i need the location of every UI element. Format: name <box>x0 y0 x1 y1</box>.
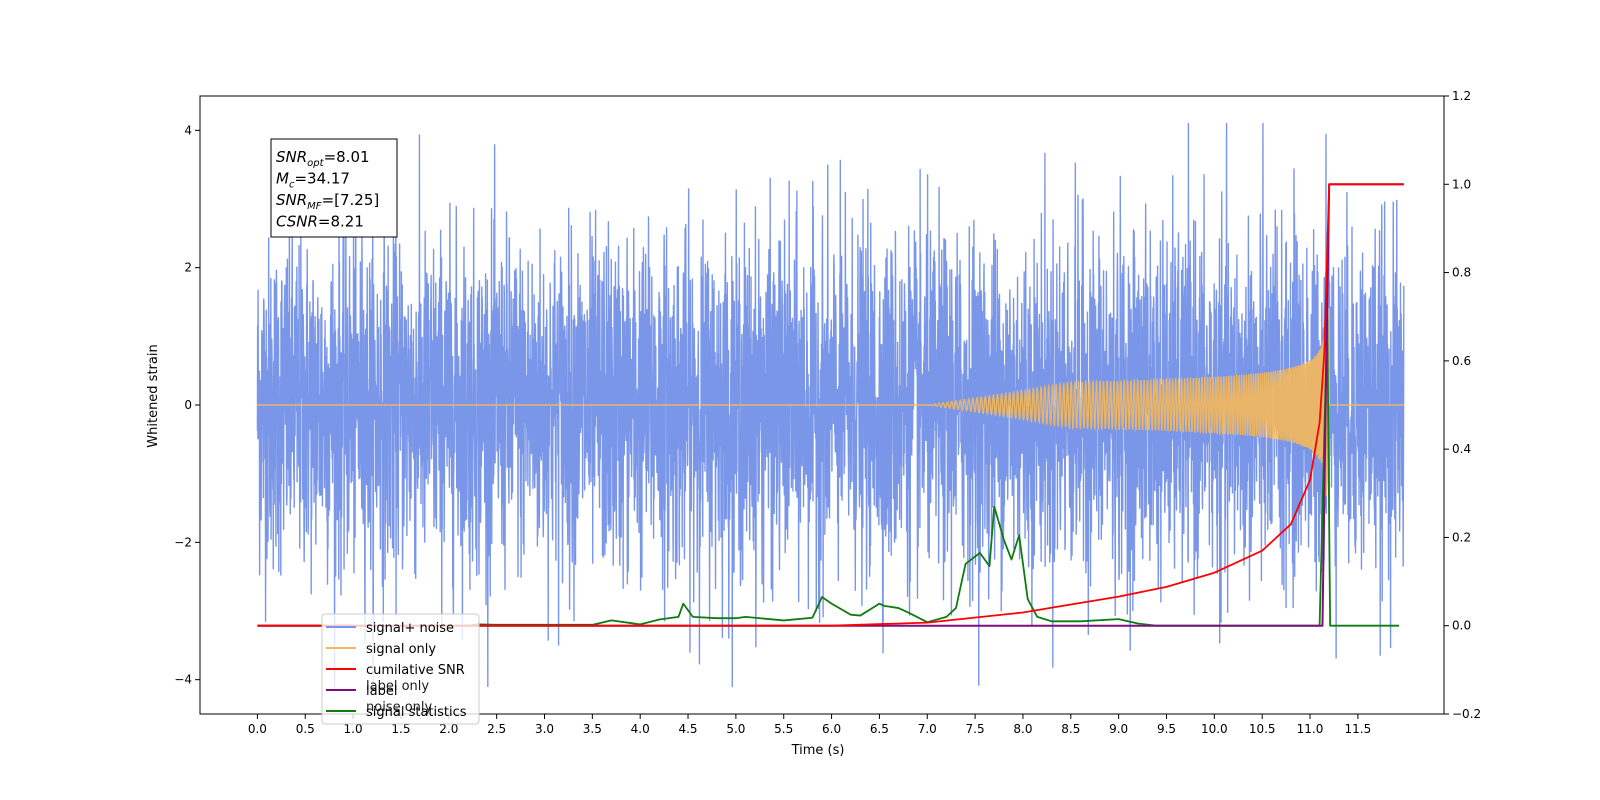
x-tick-label: 3.0 <box>535 722 554 736</box>
annotation-symbol: SNR <box>276 148 307 166</box>
x-tick-label: 5.0 <box>726 722 745 736</box>
legend-label: signal only <box>366 642 436 657</box>
signal-statistics-line <box>257 315 1400 627</box>
y2-tick-label: 0.4 <box>1452 442 1471 456</box>
x-tick-label: 6.5 <box>870 722 889 736</box>
annotation-box-frame <box>270 138 398 238</box>
x-tick-label: 11.5 <box>1345 722 1372 736</box>
y2-tick-label: 1.0 <box>1452 177 1471 191</box>
x-tick-label: 4.0 <box>631 722 650 736</box>
legend: label only noise only signal+ noise signal … <box>321 613 480 725</box>
annotation-line: SNRopt=8.01 <box>276 148 370 169</box>
y-tick-label: 0 <box>184 398 192 412</box>
x-axis-label: Time (s) <box>791 743 845 758</box>
legend-ghost-label: noise only <box>366 700 433 715</box>
annotation-subscript: opt <box>307 158 324 169</box>
annotation-value: =[7.25] <box>322 191 380 209</box>
annotation-line: Mc=34.17 <box>276 170 350 191</box>
axes: 0.0 0.5 1.0 1.5 2.0 2.5 3.0 3.5 4.0 4.5 5.0 5.5 6.0 6… <box>174 89 1481 736</box>
y2-tick-label: 0.0 <box>1452 619 1471 633</box>
x-tick-label: 11.0 <box>1297 722 1324 736</box>
x-tick-label: 7.5 <box>966 722 985 736</box>
annotation-line: SNRMF=[7.25] <box>276 191 379 212</box>
annotation-value: =8.21 <box>318 213 364 231</box>
x-tick-label: 6.0 <box>822 722 841 736</box>
x-tick-label: 4.5 <box>678 722 697 736</box>
x-tick-label: 10.5 <box>1249 722 1276 736</box>
y2-tick-label: 0.6 <box>1452 354 1471 368</box>
legend-label: cumilative SNR <box>366 663 465 678</box>
x-tick-label: 9.5 <box>1157 722 1176 736</box>
x-tick-label: 0.5 <box>296 722 315 736</box>
y-tick-label: −2 <box>174 535 192 549</box>
y-tick-label: 2 <box>184 261 192 275</box>
annotation-subscript: MF <box>307 201 322 212</box>
x-tick-label: 10.0 <box>1201 722 1228 736</box>
annotation-subscript: c <box>289 180 295 191</box>
legend-label: label <box>366 684 397 699</box>
x-tick-label: 7.0 <box>918 722 937 736</box>
annotation-value: =34.17 <box>294 170 350 188</box>
y-tick-label: 4 <box>184 123 192 137</box>
legend-ghost-label: label only <box>366 679 429 694</box>
x-tick-label: 3.5 <box>583 722 602 736</box>
x-tick-label: 8.5 <box>1061 722 1080 736</box>
y2-tick-label: 0.8 <box>1452 266 1471 280</box>
y-tick-label: −4 <box>174 673 192 687</box>
x-tick-label: 2.5 <box>487 722 506 736</box>
y2-tick-label: 0.2 <box>1452 530 1471 544</box>
x-tick-label: 5.5 <box>774 722 793 736</box>
annotation-line: CSNR=8.21 <box>276 213 364 231</box>
x-tick-label: 0.0 <box>248 722 267 736</box>
annotation-value: =8.01 <box>324 148 370 166</box>
annotation-symbol: CSNR <box>276 213 318 231</box>
legend-label: signal+ noise <box>366 621 454 636</box>
y2-tick-label: −0.2 <box>1452 707 1481 721</box>
x-tick-label: 1.0 <box>344 722 363 736</box>
x-tick-label: 9.0 <box>1109 722 1128 736</box>
annotation-symbol: M <box>276 170 289 188</box>
plot-area <box>256 122 1405 688</box>
x-tick-label: 2.0 <box>439 722 458 736</box>
x-tick-label: 1.5 <box>391 722 410 736</box>
x-tick-label: 8.0 <box>1013 722 1032 736</box>
y2-tick-label: 1.2 <box>1452 89 1471 103</box>
legend-label: signal statistics <box>366 705 467 720</box>
annotation-symbol: SNR <box>276 191 307 209</box>
y-axis-label: Whitened strain <box>146 344 161 447</box>
legend-frame <box>321 613 480 725</box>
cumulative-snr-line <box>257 183 1404 627</box>
signal-only-line <box>257 308 1404 497</box>
